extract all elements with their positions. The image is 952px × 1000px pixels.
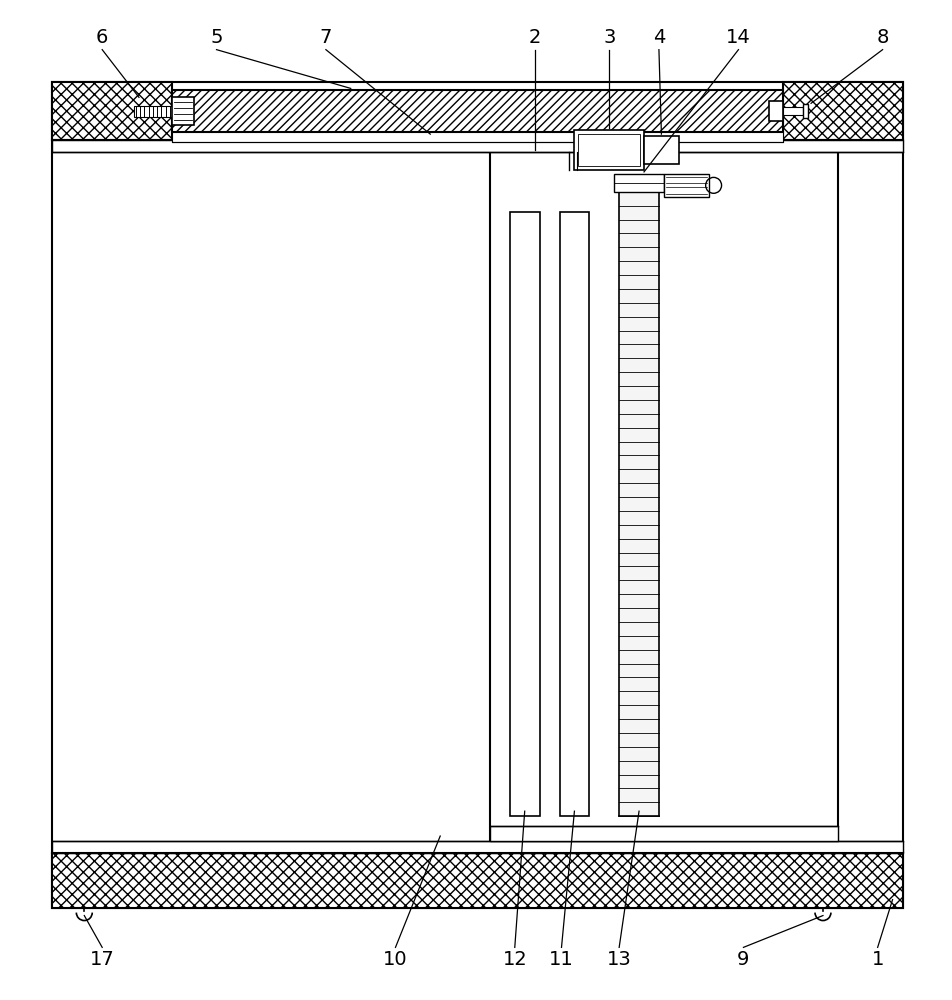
Text: 14: 14	[725, 28, 750, 47]
Bar	[52, 853, 902, 908]
Bar	[803, 104, 807, 118]
Text: 8: 8	[876, 28, 888, 47]
Bar	[134, 106, 171, 117]
Text: 12: 12	[502, 950, 526, 969]
Text: 5: 5	[210, 28, 223, 47]
Bar	[644, 136, 678, 164]
Text: 10: 10	[383, 950, 407, 969]
Text: 4: 4	[652, 28, 664, 47]
Text: 6: 6	[96, 28, 109, 47]
Bar	[559, 212, 588, 816]
Bar	[52, 82, 902, 908]
Bar	[171, 97, 193, 125]
Bar	[783, 82, 902, 140]
Bar	[52, 841, 902, 853]
Bar	[489, 826, 837, 841]
Bar	[489, 152, 837, 841]
Text: 3: 3	[603, 28, 615, 47]
Bar	[52, 140, 902, 152]
Bar	[509, 212, 539, 816]
Bar	[664, 174, 708, 197]
Bar	[783, 107, 803, 115]
Bar	[171, 90, 783, 132]
Bar	[613, 174, 664, 192]
Bar	[52, 82, 171, 140]
Bar	[619, 192, 658, 816]
Bar	[171, 132, 783, 142]
Text: 2: 2	[528, 28, 541, 47]
Text: 17: 17	[89, 950, 114, 969]
Text: 9: 9	[737, 950, 749, 969]
Text: 7: 7	[319, 28, 331, 47]
Text: 11: 11	[548, 950, 573, 969]
Bar	[578, 134, 640, 166]
Text: 1: 1	[870, 950, 883, 969]
Bar	[768, 101, 783, 121]
Bar	[574, 130, 644, 170]
Text: 13: 13	[606, 950, 631, 969]
